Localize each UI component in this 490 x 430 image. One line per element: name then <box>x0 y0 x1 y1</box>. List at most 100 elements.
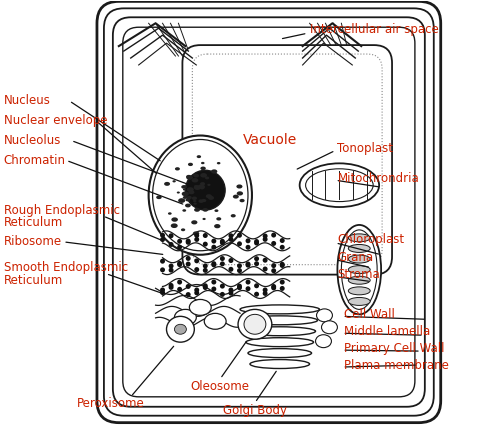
Ellipse shape <box>348 266 370 273</box>
Circle shape <box>263 233 268 239</box>
Ellipse shape <box>348 298 370 305</box>
Circle shape <box>228 288 233 292</box>
Circle shape <box>160 290 165 295</box>
Ellipse shape <box>317 309 332 322</box>
Ellipse shape <box>177 191 180 194</box>
Circle shape <box>254 292 259 297</box>
Ellipse shape <box>188 163 193 166</box>
Circle shape <box>160 237 165 242</box>
Circle shape <box>263 258 268 263</box>
Circle shape <box>245 261 250 267</box>
Circle shape <box>220 239 225 244</box>
Ellipse shape <box>202 218 206 220</box>
Ellipse shape <box>201 162 204 164</box>
Ellipse shape <box>193 200 196 202</box>
Circle shape <box>194 258 199 263</box>
Circle shape <box>237 241 242 246</box>
Circle shape <box>177 261 182 266</box>
Circle shape <box>203 233 208 238</box>
Ellipse shape <box>194 185 201 190</box>
Ellipse shape <box>175 167 180 171</box>
Ellipse shape <box>211 169 218 174</box>
Ellipse shape <box>207 184 211 186</box>
Ellipse shape <box>248 349 312 358</box>
Ellipse shape <box>240 305 319 314</box>
Circle shape <box>186 261 191 267</box>
Circle shape <box>185 170 225 210</box>
Text: Reticulum: Reticulum <box>3 274 63 287</box>
Ellipse shape <box>244 314 266 334</box>
Ellipse shape <box>172 217 178 222</box>
Circle shape <box>203 285 208 290</box>
Ellipse shape <box>202 208 208 212</box>
Ellipse shape <box>196 155 201 158</box>
Circle shape <box>194 267 199 272</box>
Circle shape <box>169 233 173 238</box>
Ellipse shape <box>348 234 370 242</box>
Circle shape <box>254 283 259 288</box>
Ellipse shape <box>205 177 209 179</box>
Circle shape <box>220 284 225 289</box>
Ellipse shape <box>237 191 243 196</box>
Circle shape <box>228 267 233 272</box>
Ellipse shape <box>192 197 197 200</box>
Ellipse shape <box>183 196 187 199</box>
Circle shape <box>254 256 259 261</box>
Ellipse shape <box>185 198 190 202</box>
Ellipse shape <box>198 184 205 189</box>
Ellipse shape <box>233 195 239 199</box>
Ellipse shape <box>194 174 198 177</box>
Ellipse shape <box>156 196 162 199</box>
Circle shape <box>186 239 191 243</box>
Circle shape <box>194 237 199 242</box>
Ellipse shape <box>200 166 206 170</box>
Circle shape <box>186 292 191 297</box>
Ellipse shape <box>240 199 245 202</box>
FancyBboxPatch shape <box>182 45 392 275</box>
Ellipse shape <box>236 184 243 188</box>
Ellipse shape <box>178 198 185 203</box>
Circle shape <box>237 284 242 289</box>
Circle shape <box>203 268 208 273</box>
Text: Reticulum: Reticulum <box>3 216 63 230</box>
Ellipse shape <box>194 208 200 212</box>
Ellipse shape <box>198 199 204 203</box>
Circle shape <box>271 284 276 289</box>
FancyBboxPatch shape <box>123 27 415 397</box>
Circle shape <box>194 290 199 295</box>
Ellipse shape <box>183 188 186 190</box>
Circle shape <box>186 240 191 245</box>
Ellipse shape <box>242 316 318 325</box>
Ellipse shape <box>348 276 370 284</box>
Circle shape <box>160 267 165 272</box>
Circle shape <box>280 238 285 243</box>
Circle shape <box>177 262 182 267</box>
Circle shape <box>194 288 199 292</box>
Circle shape <box>254 239 259 244</box>
Ellipse shape <box>246 338 314 347</box>
Ellipse shape <box>167 316 195 342</box>
Circle shape <box>228 258 233 263</box>
Circle shape <box>220 240 225 245</box>
Text: Stroma: Stroma <box>338 268 380 281</box>
Circle shape <box>160 259 165 264</box>
Circle shape <box>271 286 276 290</box>
Ellipse shape <box>321 321 338 334</box>
Circle shape <box>194 233 199 238</box>
Circle shape <box>254 240 259 246</box>
Ellipse shape <box>181 228 185 231</box>
Ellipse shape <box>194 203 197 205</box>
Ellipse shape <box>238 310 272 339</box>
Ellipse shape <box>187 187 194 192</box>
Circle shape <box>280 245 285 250</box>
Ellipse shape <box>164 182 170 186</box>
Text: Vacuole: Vacuole <box>243 133 297 147</box>
Text: Cell Wall: Cell Wall <box>344 308 395 321</box>
Circle shape <box>263 237 268 242</box>
Text: Plama membrane: Plama membrane <box>344 359 449 372</box>
Ellipse shape <box>338 225 381 314</box>
Circle shape <box>245 286 250 291</box>
Circle shape <box>228 237 233 242</box>
Circle shape <box>203 283 208 288</box>
Ellipse shape <box>316 335 331 347</box>
